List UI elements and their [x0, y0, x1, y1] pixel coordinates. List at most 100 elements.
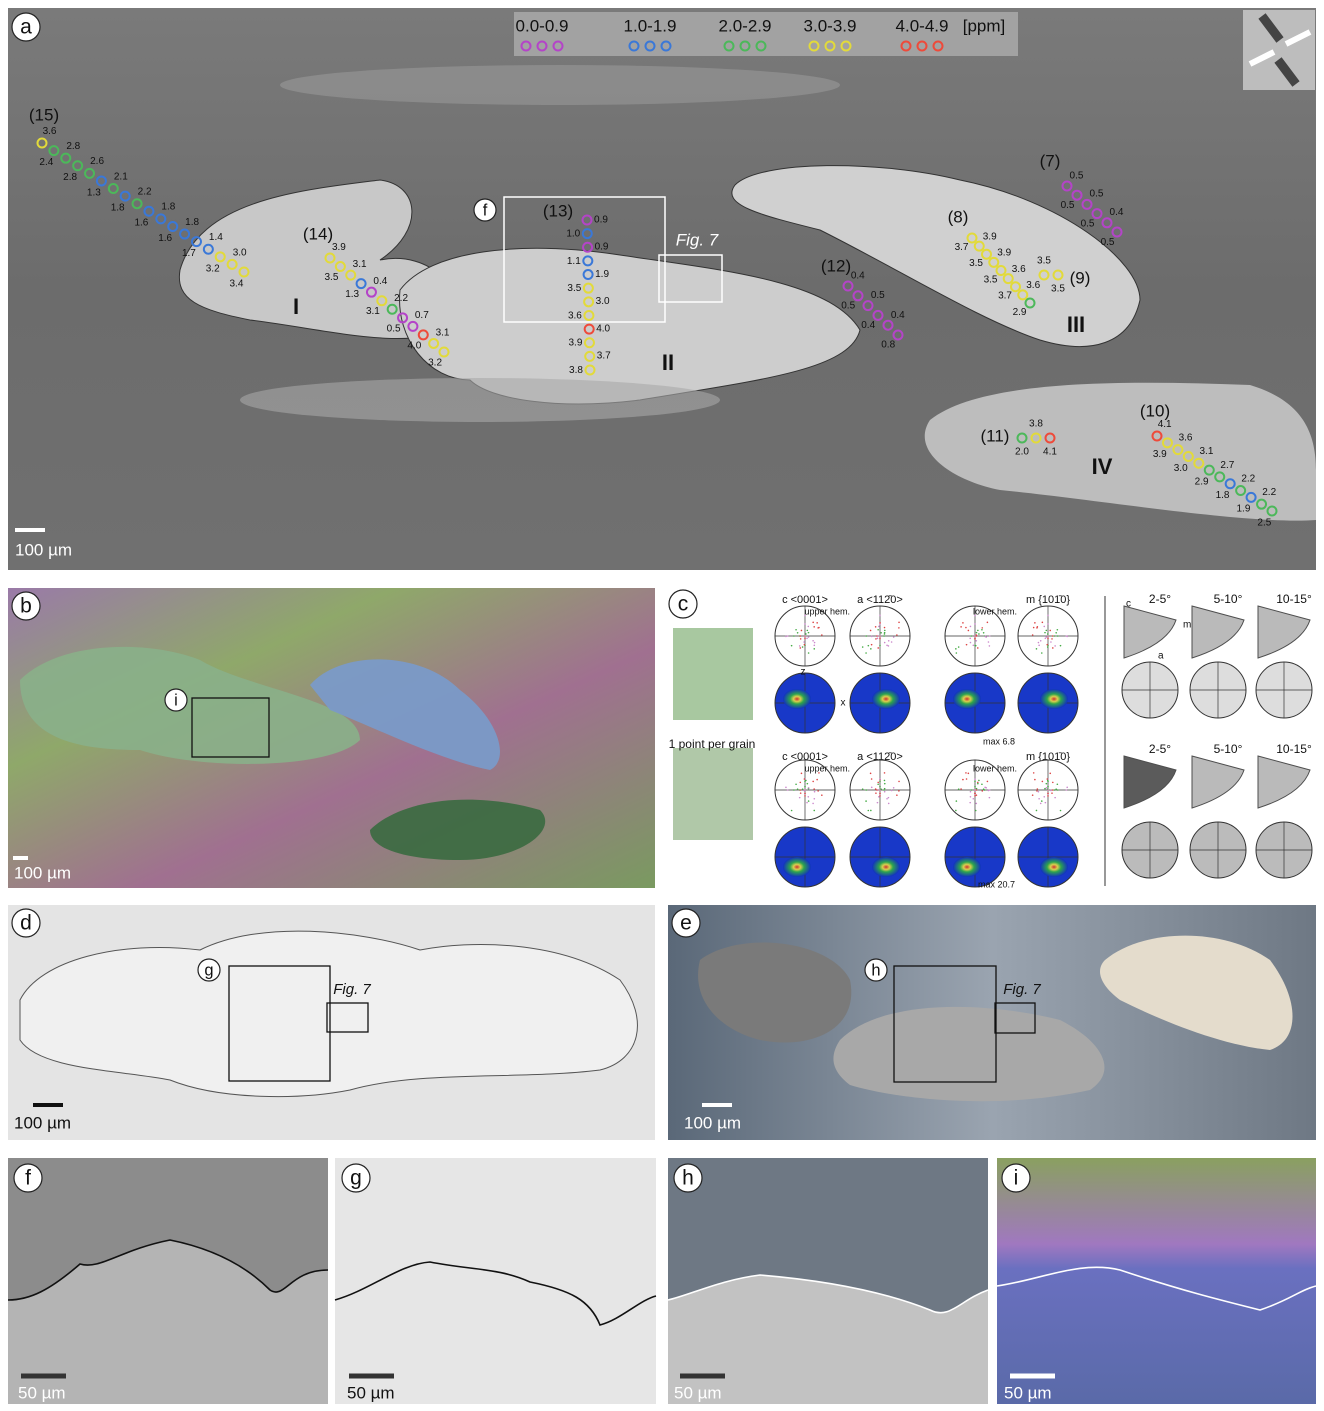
pole-dot [821, 794, 823, 796]
stress-icon [1243, 10, 1315, 90]
transect-label: (15) [29, 105, 59, 124]
value-label: 1.6 [134, 218, 148, 229]
pole-dot [972, 797, 975, 800]
pole-dot [816, 778, 818, 781]
scale-label: 100 µm [14, 1113, 71, 1132]
pole-dot [887, 802, 890, 805]
value-label: 1.8 [111, 203, 125, 214]
value-label: 2.9 [1013, 307, 1027, 318]
measurement-point [1091, 208, 1103, 220]
pole-dot [898, 627, 900, 629]
boundary [334, 1261, 657, 1326]
pole-dot [807, 636, 810, 638]
pole-dot [975, 635, 978, 637]
measurement-point [202, 243, 214, 255]
measurement-point [190, 236, 202, 248]
pole-dot [804, 792, 806, 795]
measurement-point [1030, 432, 1042, 444]
pole-dot [1035, 648, 1038, 650]
value-label: 3.5 [325, 272, 339, 283]
pole-dot [800, 772, 803, 775]
pole-dot [1066, 786, 1068, 789]
measurement-point [238, 266, 250, 278]
measurement-point [995, 265, 1007, 276]
ipf-triangle [1123, 605, 1177, 659]
pole-dot [880, 788, 882, 791]
ipf-label: a [1158, 651, 1164, 662]
measurement-point [60, 152, 72, 164]
pole-dot [1031, 794, 1034, 796]
value-label: 2.6 [90, 156, 104, 167]
inset-box [228, 965, 331, 1082]
figure-ref: Fig. 7 [676, 230, 719, 249]
pole-dot [799, 789, 802, 791]
pole-dot [818, 626, 820, 629]
pole-dot [807, 800, 810, 802]
pole-dot [981, 628, 983, 631]
value-label: 0.7 [415, 310, 429, 321]
value-label: 3.5 [1051, 284, 1065, 295]
pole-dot [801, 788, 804, 790]
scale-label: 100 µm [684, 1113, 741, 1132]
measurement-point [167, 220, 179, 232]
measurement-point [966, 232, 978, 244]
pole-dot [813, 788, 815, 790]
pole-dot [813, 790, 816, 793]
value-label: 3.2 [428, 357, 442, 368]
pole-dot [799, 647, 802, 649]
pole-dot [865, 800, 867, 802]
panel-letter-badge [864, 958, 888, 982]
transect-label: (14) [303, 224, 333, 243]
value-label: 3.6 [568, 310, 582, 321]
pole-dot [978, 633, 980, 635]
texture [240, 378, 720, 422]
value-label: 2.4 [39, 157, 53, 168]
pole-dot [816, 622, 818, 624]
legend-label: 3.0-3.9 [804, 16, 857, 35]
grain-region [698, 942, 852, 1043]
value-label: 1.6 [158, 233, 172, 244]
ipf-triangle [1191, 605, 1245, 659]
pole-dot [879, 637, 881, 640]
pole-dot [870, 786, 873, 789]
measurement-point [72, 160, 84, 172]
pole-dot [877, 783, 879, 786]
pole-dot [988, 789, 991, 791]
pole-dot [878, 795, 880, 798]
transect-label: (7) [1040, 151, 1061, 170]
pole-dot [987, 641, 990, 643]
pole-dot [1039, 639, 1042, 642]
net-header: 10-15° [1276, 592, 1312, 606]
pole-dot [974, 623, 976, 625]
pole-dot [876, 635, 878, 637]
pole-dot [1047, 614, 1049, 617]
panel-letter-badge [473, 198, 497, 222]
transect-label: (12) [821, 256, 851, 275]
pole-dot [812, 802, 814, 805]
pole-dot [975, 794, 978, 796]
measurement-point [852, 290, 864, 302]
pole-dot [879, 614, 881, 617]
measurement-point [1016, 432, 1028, 444]
value-label: 2.0 [1015, 447, 1029, 458]
value-label: 3.6 [1179, 433, 1193, 444]
net-header: a <112̄0> [857, 751, 903, 763]
pole-dot [874, 626, 877, 628]
grain-region [833, 1006, 1105, 1102]
pole-dot [1053, 635, 1056, 637]
pole-dot [972, 644, 975, 647]
legend-label: 1.0-1.9 [624, 16, 677, 35]
pole-dot [807, 787, 810, 789]
pole-dot [975, 639, 978, 642]
pole-dot [955, 809, 957, 812]
value-label: 1.4 [209, 232, 223, 243]
value-label: 2.9 [1195, 476, 1209, 487]
panel-letter-badge [197, 958, 221, 982]
measurement-point [1024, 297, 1036, 309]
net-header: m {101̄0} [1026, 594, 1070, 606]
measurement-point [872, 309, 884, 321]
panel-letter-badge [673, 1163, 703, 1193]
scale-label: 50 µm [1004, 1383, 1052, 1402]
pole-dot [896, 794, 898, 796]
value-label: 0.5 [387, 323, 401, 334]
